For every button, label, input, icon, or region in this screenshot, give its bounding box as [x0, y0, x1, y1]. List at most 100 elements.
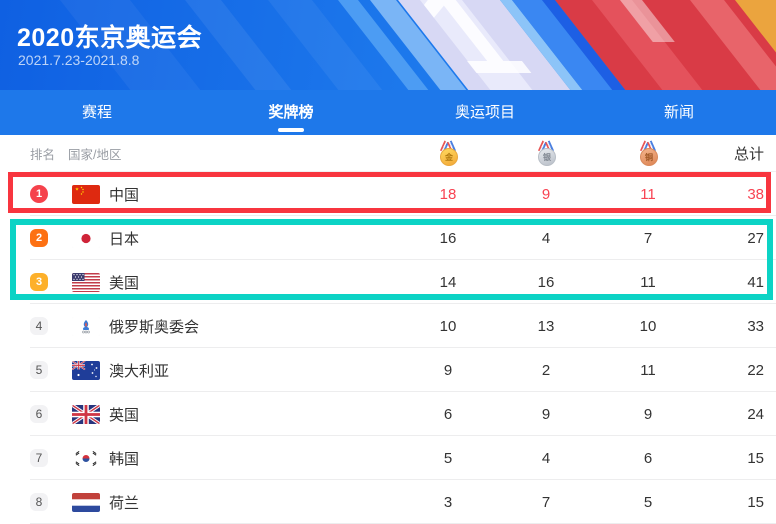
gold-medal-icon: 金 [438, 140, 458, 166]
table-row-rank-7[interactable]: 7 韩国 5 4 6 15 [0, 436, 776, 480]
bronze-count: 11 [640, 361, 656, 379]
nav-tab-3[interactable]: 奥运项目 [388, 90, 582, 135]
nav-tab-4[interactable]: 新闻 [582, 90, 776, 135]
total-count: 38 [747, 185, 764, 203]
rank-cell: 7 [0, 449, 62, 467]
country-cell: 美国 [62, 272, 400, 293]
flag-au-icon [72, 360, 100, 380]
medal-table-header: 排名 国家/地区 金 银 铜 总计 [0, 135, 776, 172]
rank-cell: 2 [0, 229, 62, 247]
gold-count: 5 [443, 449, 453, 467]
rank-badge: 7 [30, 449, 48, 467]
silver-count: 9 [541, 405, 551, 423]
bronze-medal-icon: 铜 [638, 140, 658, 166]
bronze-count: 7 [643, 229, 653, 247]
country-name: 荷兰 [109, 494, 140, 512]
country-cell: 英国 [62, 404, 400, 425]
rank-cell: 6 [0, 405, 62, 423]
rank-badge: 8 [30, 493, 48, 511]
rank-badge: 6 [30, 405, 48, 423]
event-date-range: 2021.7.23-2021.8.8 [18, 52, 140, 68]
country-cell: 韩国 [62, 448, 400, 469]
page-title: 2020东京奥运会 [17, 24, 203, 52]
silver-count: 13 [537, 317, 555, 335]
gold-count: 16 [439, 229, 457, 247]
bronze-count: 10 [639, 317, 657, 335]
rank-badge: 5 [30, 361, 48, 379]
nav-tab-1[interactable]: 赛程 [0, 90, 194, 135]
silver-count: 7 [541, 493, 551, 511]
flag-us-icon [72, 272, 100, 292]
country-cell: 荷兰 [62, 492, 400, 513]
rank-cell: 3 [0, 273, 62, 291]
nav-tab-label: 赛程 [81, 104, 112, 121]
flag-gb-icon [72, 404, 100, 424]
silver-medal-icon: 银 [536, 140, 556, 166]
nav-tab-label: 新闻 [663, 104, 694, 121]
table-row-rank-5[interactable]: 5 澳大利亚 9 2 11 22 [0, 348, 776, 392]
total-count: 27 [747, 229, 764, 247]
flag-cn-icon [72, 184, 100, 204]
flag-kr-icon [72, 448, 100, 468]
gold-count: 9 [443, 361, 453, 379]
gold-count: 3 [443, 493, 453, 511]
bronze-count: 6 [643, 449, 653, 467]
country-name: 俄罗斯奥委会 [109, 318, 200, 336]
country-name: 英国 [109, 406, 140, 424]
silver-count: 9 [541, 185, 551, 203]
page-header: 1 2020东京奥运会 2021.7.23-2021.8.8 [0, 0, 776, 90]
table-row-rank-1[interactable]: 1 中国 18 9 11 38 [0, 172, 776, 216]
rank-cell: 5 [0, 361, 62, 379]
bronze-count: 5 [643, 493, 653, 511]
silver-count: 16 [537, 273, 555, 291]
country-cell: 中国 [62, 184, 400, 205]
rank-badge: 4 [30, 317, 48, 335]
total-count: 33 [747, 317, 764, 335]
table-row-rank-6[interactable]: 6 英国 6 9 9 24 [0, 392, 776, 436]
bronze-count: 11 [640, 185, 656, 203]
silver-count: 4 [541, 449, 551, 467]
country-name: 中国 [109, 186, 140, 204]
table-row-rank-3[interactable]: 3 美国 14 16 11 41 [0, 260, 776, 304]
gold-count: 18 [439, 185, 457, 203]
gold-count: 10 [439, 317, 457, 335]
flag-nl-icon [72, 492, 100, 512]
silver-column-header: 银 [496, 140, 596, 166]
nav-tab-2[interactable]: 奖牌榜 [194, 90, 388, 135]
total-count: 22 [747, 361, 764, 379]
country-cell: 日本 [62, 228, 400, 249]
table-row-rank-8[interactable]: 8 荷兰 3 7 5 15 [0, 480, 776, 524]
rank-cell: 8 [0, 493, 62, 511]
total-column-header: 总计 [733, 146, 764, 163]
silver-count: 2 [541, 361, 551, 379]
nav-tab-label: 奖牌榜 [268, 104, 314, 121]
gold-count: 14 [439, 273, 457, 291]
gold-column-header: 金 [400, 140, 496, 166]
silver-count: 4 [541, 229, 551, 247]
country-name: 澳大利亚 [109, 362, 170, 380]
total-count: 15 [747, 493, 764, 511]
bronze-count: 9 [643, 405, 653, 423]
table-row-rank-4[interactable]: 4 俄罗斯奥委会 10 13 10 33 [0, 304, 776, 348]
table-row-rank-2[interactable]: 2 日本 16 4 7 27 [0, 216, 776, 260]
country-cell: 澳大利亚 [62, 360, 400, 381]
rank-badge: 2 [30, 229, 48, 247]
total-count: 24 [747, 405, 764, 423]
total-count: 41 [747, 273, 764, 291]
rank-cell: 4 [0, 317, 62, 335]
medal-table: 排名 国家/地区 金 银 铜 总计 1 中国 18 9 11 38 2 日本 16 4 7 27 3 美国… [0, 135, 776, 524]
country-cell: 俄罗斯奥委会 [62, 316, 400, 337]
main-nav: 赛程 奖牌榜 奥运项目 新闻 [0, 90, 776, 135]
rank-column-header: 排名 [30, 148, 56, 162]
country-name: 韩国 [109, 450, 140, 468]
rank-badge: 3 [30, 273, 48, 291]
country-name: 日本 [109, 230, 140, 248]
rank-badge: 1 [30, 185, 48, 203]
country-name: 美国 [109, 274, 140, 292]
gold-count: 6 [443, 405, 453, 423]
flag-roc-icon [72, 316, 100, 336]
active-tab-indicator [278, 128, 304, 132]
nav-tab-label: 奥运项目 [454, 104, 515, 121]
country-column-header: 国家/地区 [68, 148, 122, 162]
bronze-count: 11 [640, 273, 656, 291]
